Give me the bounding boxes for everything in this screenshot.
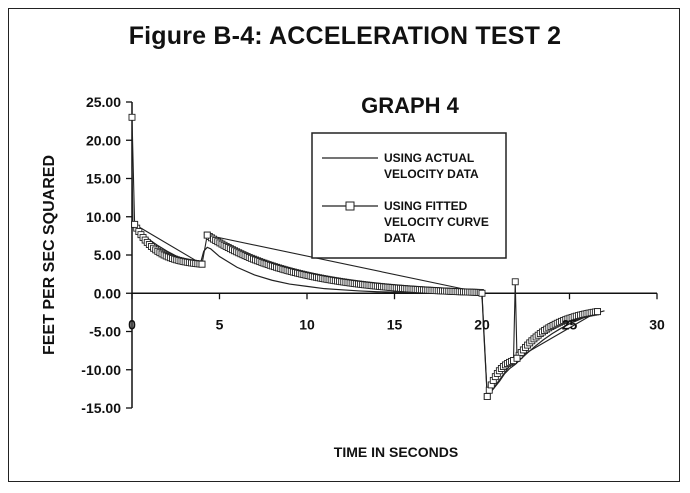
chart-axes xyxy=(126,101,658,409)
x-tick-label: 25 xyxy=(562,316,578,332)
y-tick-label: 15.00 xyxy=(86,171,121,187)
legend-text-fitted-1: USING FITTED xyxy=(384,199,468,213)
data-point-fitted xyxy=(483,393,491,400)
legend: USING ACTUAL VELOCITY DATA USING FITTED … xyxy=(311,132,507,259)
data-point-fitted xyxy=(203,231,211,239)
figure-title: Figure B-4: ACCELERATION TEST 2 xyxy=(128,22,562,50)
legend-text-actual-2: VELOCITY DATA xyxy=(384,167,479,181)
data-point-fitted xyxy=(198,260,206,268)
legend-text-fitted-2: VELOCITY CURVE xyxy=(384,215,489,229)
y-tick-label: 25.00 xyxy=(86,94,121,110)
series-fitted-velocity xyxy=(128,113,601,400)
data-point-fitted xyxy=(478,289,486,297)
x-tick-label: 0 xyxy=(128,316,136,332)
y-tick-label: -10.00 xyxy=(81,362,121,378)
y-tick-label: -15.00 xyxy=(81,400,121,416)
x-tick-label: 15 xyxy=(387,316,403,332)
x-axis-label: TIME IN SECONDS xyxy=(334,444,458,460)
legend-marker-fitted xyxy=(345,201,355,211)
legend-box xyxy=(311,132,507,259)
chart-title: GRAPH 4 xyxy=(361,93,460,118)
data-point-fitted xyxy=(594,308,601,316)
x-tick-label: 10 xyxy=(299,316,315,332)
y-tick-label: 0.00 xyxy=(94,285,121,301)
data-point-fitted xyxy=(128,113,136,121)
y-axis-label: FEET PER SEC SQUARED xyxy=(41,155,58,355)
x-tick-label: 30 xyxy=(649,316,665,332)
figure-frame xyxy=(8,8,680,482)
legend-text-fitted-3: DATA xyxy=(384,231,416,245)
data-point-fitted xyxy=(131,220,139,228)
tick-labels: 25.00 20.00 15.00 10.00 5.00 0.00 -5.00 -10.00 -… xyxy=(81,94,665,416)
y-tick-label: -5.00 xyxy=(89,324,121,340)
x-tick-label: 5 xyxy=(216,316,224,332)
y-tick-label: 10.00 xyxy=(86,209,121,225)
y-tick-label: 5.00 xyxy=(94,247,121,263)
y-tick-label: 20.00 xyxy=(86,132,121,148)
x-tick-label: 20 xyxy=(474,316,490,332)
data-point-fitted xyxy=(511,278,519,286)
data-point-fitted xyxy=(513,354,521,362)
legend-text-actual-1: USING ACTUAL xyxy=(384,151,474,165)
